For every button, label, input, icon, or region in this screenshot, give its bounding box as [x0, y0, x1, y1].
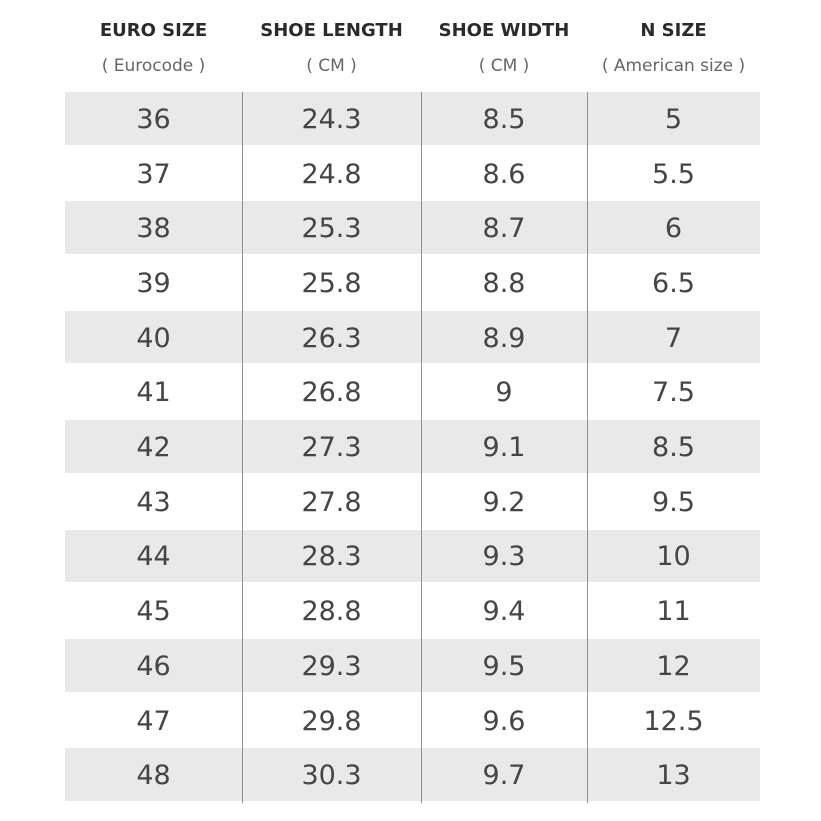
table-cell: 37	[136, 158, 171, 190]
table-cell: 46	[136, 650, 171, 682]
table-cell: 8.7	[482, 213, 526, 245]
column-divider	[421, 92, 422, 804]
column-divider	[587, 92, 588, 804]
table-cell: 7	[664, 322, 683, 354]
table-cell: 9.5	[482, 650, 526, 682]
table-cell: 29.3	[301, 650, 362, 682]
column-title: SHOE LENGTH	[260, 19, 403, 41]
table-cell: 5	[664, 103, 683, 135]
table-cell: 6.5	[652, 267, 695, 299]
table-cell: 8.9	[482, 322, 526, 354]
table-cell: 13	[656, 760, 691, 792]
row-stripe	[65, 529, 760, 583]
table-cell: 43	[136, 486, 171, 518]
table-cell: 28.8	[301, 596, 362, 628]
table-cell: 24.3	[301, 103, 362, 135]
row-stripe	[65, 201, 760, 255]
table-cell: 9.5	[652, 486, 695, 518]
table-cell: 9.6	[482, 705, 526, 737]
table-cell: 10	[656, 541, 691, 573]
table-cell: 47	[136, 705, 171, 737]
table-cell: 6	[664, 213, 683, 245]
table-cell: 26.3	[301, 322, 362, 354]
table-cell: 8.5	[482, 103, 526, 135]
table-cell: 45	[136, 596, 171, 628]
table-cell: 36	[136, 103, 171, 135]
row-stripe	[65, 748, 760, 802]
table-cell: 12	[656, 650, 691, 682]
table-cell: 28.3	[301, 541, 362, 573]
column-subtitle: ( Eurocode )	[101, 56, 206, 76]
table-cell: 38	[136, 213, 171, 245]
table-cell: 12.5	[643, 705, 704, 737]
table-cell: 8.5	[652, 432, 695, 464]
column-subtitle: ( American size )	[601, 56, 746, 76]
row-stripe	[65, 92, 760, 145]
table-cell: 5.5	[652, 158, 695, 190]
table-cell: 9.2	[482, 486, 526, 518]
column-subtitle: ( CM )	[306, 56, 357, 76]
column-title: SHOE WIDTH	[438, 19, 570, 41]
column-title: EURO SIZE	[99, 19, 208, 41]
table-cell: 26.8	[301, 377, 362, 409]
table-cell: 40	[136, 322, 171, 354]
table-cell: 27.3	[301, 432, 362, 464]
row-stripe	[65, 639, 760, 692]
table-cell: 9.3	[482, 541, 526, 573]
column-subtitle: ( CM )	[478, 56, 530, 76]
table-cell: 48	[136, 760, 171, 792]
table-cell: 41	[136, 377, 171, 409]
table-cell: 29.8	[301, 705, 362, 737]
table-cell: 8.8	[482, 267, 526, 299]
table-cell: 44	[136, 541, 171, 573]
table-cell: 11	[656, 596, 691, 628]
table-cell: 7.5	[652, 377, 695, 409]
table-cell: 30.3	[301, 760, 362, 792]
table-cell: 25.3	[301, 213, 362, 245]
table-cell: 27.8	[301, 486, 362, 518]
table-cell: 42	[136, 432, 171, 464]
table-cell: 9.4	[482, 596, 526, 628]
table-cell: 39	[136, 267, 171, 299]
column-title: N SIZE	[640, 19, 707, 41]
table-cell: 24.8	[301, 158, 362, 190]
column-divider	[242, 92, 243, 804]
table-cell: 8.6	[482, 158, 526, 190]
row-stripe	[65, 420, 760, 473]
table-cell: 25.8	[301, 267, 362, 299]
table-cell: 9	[495, 377, 513, 409]
table-cell: 9.1	[482, 432, 526, 464]
row-stripe	[65, 310, 760, 364]
table-cell: 9.7	[482, 760, 526, 792]
